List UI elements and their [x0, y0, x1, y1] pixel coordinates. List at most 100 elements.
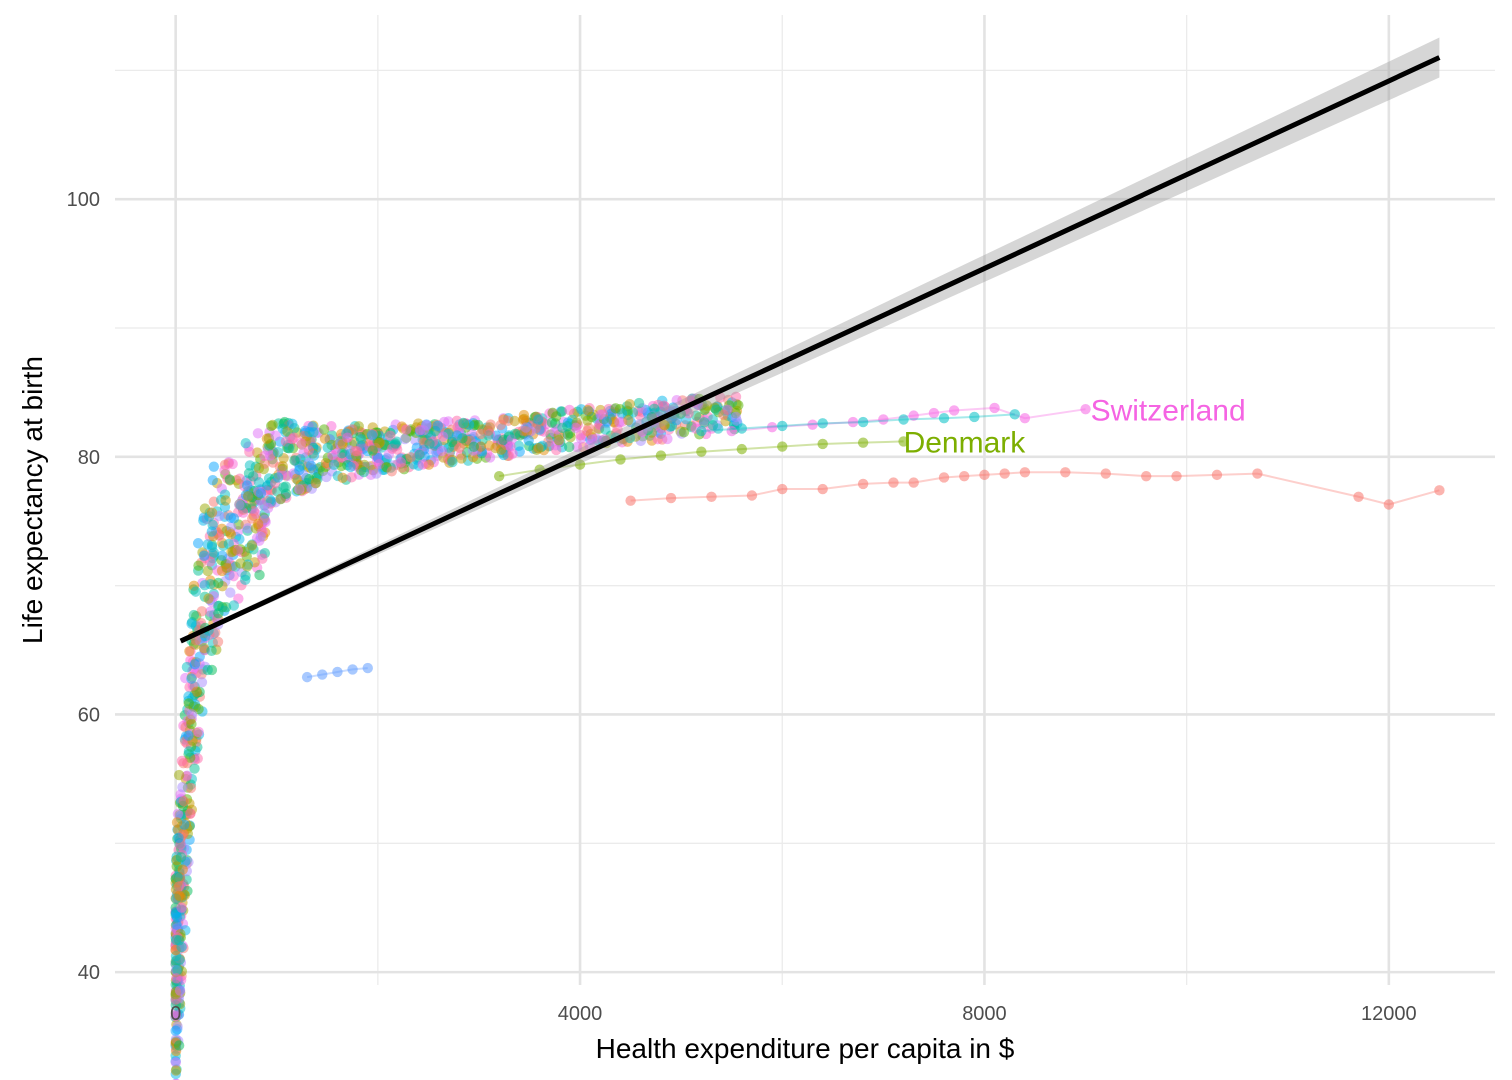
data-point	[287, 418, 298, 429]
data-point	[1252, 468, 1263, 479]
data-point	[270, 430, 281, 441]
data-point	[234, 473, 245, 484]
data-point	[417, 459, 428, 470]
data-point	[624, 398, 635, 410]
data-point	[736, 423, 748, 434]
data-point	[390, 438, 401, 449]
y-tick-label: 100	[67, 189, 100, 211]
data-point	[777, 420, 788, 432]
data-point	[395, 457, 407, 468]
data-point	[1383, 499, 1395, 510]
data-point	[174, 890, 185, 901]
data-point	[283, 443, 295, 454]
data-point	[295, 438, 307, 449]
data-point	[564, 441, 575, 453]
data-point	[1434, 485, 1445, 496]
data-point	[601, 416, 613, 427]
data-point	[255, 531, 266, 542]
data-point	[457, 417, 469, 429]
data-point	[310, 477, 321, 489]
data-point	[374, 438, 385, 449]
data-point	[421, 420, 432, 431]
data-point	[228, 600, 240, 611]
data-point	[191, 686, 202, 697]
data-point	[386, 466, 397, 477]
data-point	[701, 400, 713, 411]
y-tick-label: 80	[78, 447, 100, 469]
data-point	[345, 461, 356, 473]
data-point	[414, 449, 425, 460]
data-point	[198, 515, 209, 526]
data-point	[176, 941, 187, 953]
data-point	[225, 529, 237, 540]
data-point	[185, 782, 197, 794]
trend-line	[179, 55, 1441, 644]
data-point	[432, 420, 443, 431]
data-point	[857, 478, 869, 490]
data-point	[424, 438, 435, 449]
data-point	[1009, 409, 1020, 420]
data-point	[174, 881, 185, 892]
data-point	[347, 664, 358, 675]
data-point	[170, 1065, 182, 1076]
data-point	[610, 403, 621, 414]
data-point	[969, 411, 980, 423]
data-point	[188, 609, 200, 621]
data-point	[254, 569, 265, 581]
data-point	[857, 437, 869, 448]
data-point	[206, 507, 218, 518]
y-tick-label: 60	[78, 704, 100, 726]
data-point	[228, 570, 239, 582]
data-point	[730, 411, 742, 423]
data-point	[173, 832, 184, 843]
data-point	[989, 402, 1000, 414]
data-point	[1080, 403, 1091, 415]
data-point	[564, 404, 575, 416]
x-tick-label: 8000	[962, 1003, 1007, 1025]
data-point	[1060, 467, 1071, 478]
data-point	[196, 677, 208, 688]
data-point	[649, 403, 660, 414]
data-point	[261, 433, 273, 444]
data-point	[219, 465, 230, 476]
data-point	[224, 474, 236, 485]
data-point	[454, 442, 465, 453]
data-point	[225, 521, 237, 533]
data-point	[170, 1025, 181, 1037]
data-point	[507, 448, 518, 459]
data-point	[184, 646, 195, 657]
data-point	[938, 413, 950, 424]
data-point	[711, 404, 722, 415]
data-point	[718, 409, 729, 420]
data-point	[170, 1011, 181, 1022]
data-point	[305, 460, 317, 471]
data-point	[483, 425, 494, 436]
data-point	[591, 433, 602, 444]
data-point	[170, 1057, 181, 1068]
data-point	[253, 462, 265, 474]
data-point	[817, 483, 828, 495]
data-point	[736, 443, 748, 455]
data-point	[733, 400, 744, 411]
x-tick-label: 0	[170, 1003, 181, 1025]
data-point	[192, 538, 204, 549]
data-point	[206, 526, 218, 537]
data-point	[317, 669, 328, 680]
data-point	[857, 416, 869, 428]
data-point	[227, 458, 238, 470]
data-point	[241, 480, 253, 491]
data-point	[683, 408, 694, 419]
data-point	[277, 460, 288, 472]
data-point	[362, 662, 373, 674]
data-point	[367, 445, 378, 456]
data-point	[240, 437, 251, 449]
data-point	[220, 495, 231, 506]
data-point	[928, 407, 940, 419]
data-point	[600, 424, 611, 435]
data-series	[301, 402, 1445, 683]
data-point	[401, 424, 412, 435]
data-point	[196, 606, 208, 617]
data-point	[1353, 491, 1364, 502]
data-point	[172, 808, 184, 820]
data-point	[948, 405, 960, 416]
